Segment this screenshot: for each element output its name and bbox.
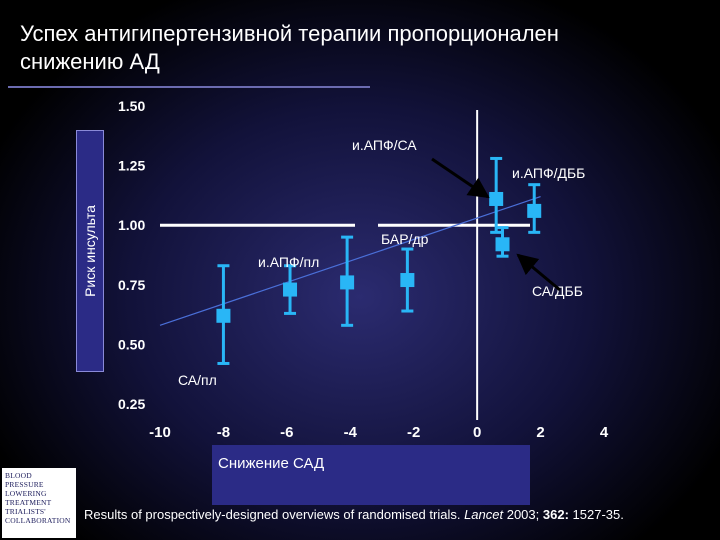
y-tick-label: 1.25 bbox=[118, 158, 145, 174]
data-point bbox=[489, 191, 504, 206]
x-tick-label: 4 bbox=[600, 424, 609, 441]
slide-title: Успех антигипертензивной терапии пропорц… bbox=[20, 21, 559, 74]
annotation-label: и.АПФ/ДББ bbox=[512, 165, 585, 181]
x-tick-label: -10 bbox=[149, 424, 171, 441]
y-tick-label: 0.75 bbox=[118, 277, 145, 293]
bpltt-logo: BLOOD PRESSURE LOWERING TREATMENT TRIALI… bbox=[2, 468, 76, 538]
logo-line: LOWERING bbox=[5, 489, 47, 498]
data-point bbox=[283, 282, 298, 297]
annotation-label: СА/ДББ bbox=[532, 283, 583, 299]
x-tick-label: -4 bbox=[344, 424, 358, 441]
data-point bbox=[400, 273, 415, 288]
citation-volume: 362: bbox=[542, 507, 569, 522]
citation-prefix: Results of prospectively-designed overvi… bbox=[84, 507, 465, 522]
annotation-label: и.АПФ/пл bbox=[258, 254, 319, 270]
annotation-label: БАР/др bbox=[381, 231, 429, 247]
citation-year: 2003; bbox=[503, 507, 543, 522]
x-tick-label: -8 bbox=[217, 424, 230, 441]
citation: Results of prospectively-designed overvi… bbox=[84, 506, 694, 524]
logo-line: TRIALISTS' bbox=[5, 507, 46, 516]
title-underline bbox=[8, 86, 370, 88]
y-tick-label: 0.50 bbox=[118, 336, 145, 352]
x-tick-label: 0 bbox=[473, 424, 481, 441]
annotation-label: СА/пл bbox=[178, 372, 217, 388]
x-axis-label: Снижение САД bbox=[218, 455, 325, 472]
x-tick-label: -2 bbox=[407, 424, 420, 441]
x-tick-label: -6 bbox=[280, 424, 293, 441]
logo-line: COLLABORATION bbox=[5, 516, 71, 525]
y-axis-label-box: Риск инсульта bbox=[76, 130, 104, 372]
logo-line: PRESSURE bbox=[5, 480, 44, 489]
annotation-label: и.АПФ/СА bbox=[352, 137, 417, 153]
y-tick-label: 1.50 bbox=[118, 98, 145, 114]
y-tick-label: 1.00 bbox=[118, 217, 145, 233]
regression-line bbox=[159, 196, 541, 326]
x-axis-label-box: Снижение САД bbox=[212, 445, 530, 505]
logo-line: BLOOD bbox=[5, 471, 32, 480]
data-point bbox=[527, 203, 542, 218]
citation-journal: Lancet bbox=[464, 507, 504, 522]
arrow-acei-ca bbox=[431, 157, 490, 199]
y-tick-label: 0.25 bbox=[118, 396, 145, 412]
x-tick-label: 2 bbox=[536, 424, 544, 441]
arrow-ca-dbb bbox=[516, 253, 561, 292]
citation-pages: 1527-35. bbox=[568, 507, 624, 522]
data-point bbox=[340, 275, 355, 290]
data-point bbox=[216, 308, 231, 323]
logo-line: TREATMENT bbox=[5, 498, 52, 507]
data-point bbox=[495, 237, 510, 252]
